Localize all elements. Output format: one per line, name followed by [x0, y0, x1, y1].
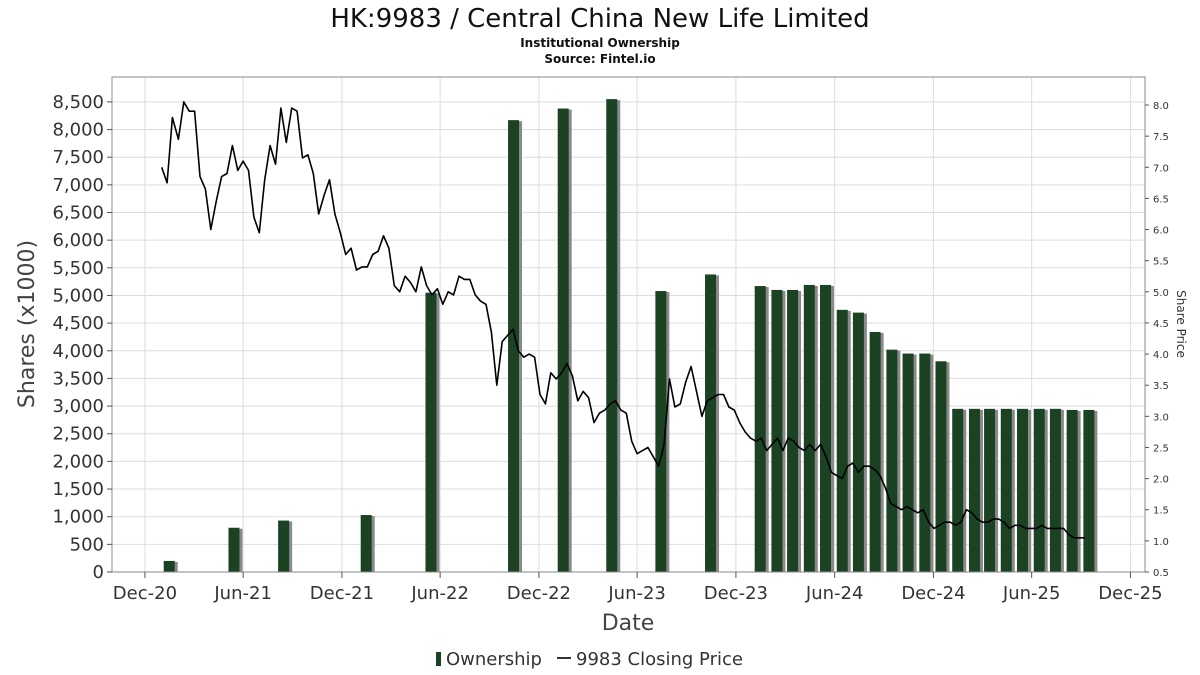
- closing-price-line-group: [160, 101, 1086, 539]
- legend: Ownership 9983 Closing Price: [436, 649, 743, 670]
- chart-source: Source: Fintel.io: [544, 52, 655, 66]
- ownership-bar: [1066, 409, 1078, 572]
- ownership-bar: [278, 520, 290, 572]
- ownership-bar: [754, 286, 766, 572]
- y-tick-label: 4,000: [52, 341, 104, 362]
- x-tick-label: Dec-23: [704, 583, 768, 604]
- y-right-tick-label: 4.5: [1153, 319, 1169, 330]
- y-tick-label: 500: [70, 534, 104, 555]
- closing-price-line: [160, 101, 1086, 539]
- y-tick-label: 0: [93, 562, 104, 583]
- y-right-tick-label: 5.0: [1153, 288, 1169, 299]
- y-right-tick-label: 3.0: [1153, 412, 1169, 423]
- x-tick-label: Jun-21: [213, 583, 272, 604]
- x-tick-label: Dec-24: [901, 583, 965, 604]
- y-tick-label: 5,000: [52, 285, 104, 306]
- y-axis-right-label: Share Price: [1174, 290, 1188, 358]
- y-tick-label: 7,500: [52, 147, 104, 168]
- ownership-bar: [1016, 408, 1028, 572]
- y-tick-label: 8,500: [52, 92, 104, 113]
- ownership-bar: [606, 99, 618, 573]
- ownership-bar: [836, 309, 848, 572]
- ownership-bar: [1049, 408, 1061, 572]
- ownership-bar: [984, 408, 996, 572]
- y-right-tick-label: 6.5: [1153, 194, 1169, 205]
- ownership-bar: [557, 108, 569, 572]
- ownership-bar: [919, 353, 931, 572]
- ownership-bar: [869, 331, 881, 572]
- y-tick-label: 7,000: [52, 175, 104, 196]
- y-tick-label: 5,500: [52, 258, 104, 279]
- x-tick-label: Dec-22: [507, 583, 571, 604]
- y-right-tick-label: 2.5: [1153, 443, 1169, 454]
- x-axis-ticks: Dec-20 Jun-21 Dec-21 Jun-22 Dec-22 Jun-23 Dec-…: [113, 572, 1163, 604]
- ownership-bar: [508, 120, 520, 573]
- y-right-tick-label: 0.5: [1153, 568, 1169, 579]
- x-tick-label: Dec-25: [1098, 583, 1162, 604]
- ownership-bar: [163, 560, 175, 572]
- y-tick-label: 6,500: [52, 203, 104, 224]
- y-tick-label: 4,500: [52, 313, 104, 334]
- chart-subtitle: Institutional Ownership: [520, 36, 680, 50]
- legend-bar-swatch: [436, 652, 441, 666]
- ownership-bar: [771, 289, 783, 572]
- y-right-tick-label: 1.5: [1153, 506, 1169, 517]
- x-axis-label: Date: [602, 611, 655, 636]
- ownership-bar: [902, 353, 914, 572]
- ownership-bar: [968, 408, 980, 572]
- y-tick-label: 6,000: [52, 230, 104, 251]
- ownership-bar: [1000, 408, 1012, 572]
- y-right-tick-label: 7.0: [1153, 163, 1169, 174]
- y-right-tick-label: 4.0: [1153, 350, 1169, 361]
- y-right-tick-label: 8.0: [1153, 101, 1169, 112]
- x-tick-label: Jun-22: [410, 583, 469, 604]
- y-right-tick-label: 3.5: [1153, 381, 1169, 392]
- ownership-bar: [935, 361, 947, 572]
- ownership-bar: [705, 274, 717, 572]
- ownership-bar: [886, 349, 898, 572]
- legend-ownership: Ownership: [446, 649, 542, 670]
- ownership-bar: [228, 527, 240, 572]
- y-right-tick-label: 2.0: [1153, 475, 1169, 486]
- ownership-bar: [787, 289, 799, 572]
- ownership-bars: [163, 99, 1098, 573]
- ownership-bar: [1083, 409, 1095, 572]
- plot-frame: [111, 76, 1146, 573]
- y-axis-right-ticks: 0.5 1.0 1.5 2.0 2.5 3.0 3.5 4.0 4.5 5.0 5.5 6.0 6.5 7…: [1145, 101, 1169, 579]
- ownership-bar: [852, 312, 864, 572]
- x-tick-label: Dec-20: [113, 583, 177, 604]
- y-tick-label: 3,500: [52, 368, 104, 389]
- ownership-bar: [952, 408, 964, 572]
- x-tick-label: Jun-25: [1002, 583, 1061, 604]
- y-tick-label: 2,500: [52, 424, 104, 445]
- y-right-tick-label: 6.0: [1153, 226, 1169, 237]
- ownership-bar: [425, 292, 437, 572]
- y-axis-left-ticks: 0 500 1,000 1,500 2,000 2,500 3,000 3,500 4,000 4…: [52, 92, 112, 583]
- y-tick-label: 1,500: [52, 479, 104, 500]
- y-right-tick-label: 5.5: [1153, 257, 1169, 268]
- ownership-bar: [1033, 408, 1045, 572]
- legend-closing-price: 9983 Closing Price: [576, 649, 743, 670]
- ownership-bar: [360, 515, 372, 572]
- x-tick-label: Jun-24: [805, 583, 864, 604]
- ownership-bar: [655, 291, 667, 572]
- x-tick-label: Jun-23: [607, 583, 666, 604]
- y-tick-label: 1,000: [52, 507, 104, 528]
- y-tick-label: 3,000: [52, 396, 104, 417]
- chart-title: HK:9983 / Central China New Life Limited: [330, 4, 869, 34]
- y-tick-label: 8,000: [52, 120, 104, 141]
- y-right-tick-label: 7.5: [1153, 132, 1169, 143]
- x-tick-label: Dec-21: [310, 583, 374, 604]
- y-right-tick-label: 1.0: [1153, 537, 1169, 548]
- ownership-bar: [803, 284, 815, 572]
- y-axis-label: Shares (x1000): [15, 240, 40, 408]
- grid-lines: [112, 77, 1145, 573]
- ownership-bar: [819, 284, 831, 572]
- y-tick-label: 2,000: [52, 451, 104, 472]
